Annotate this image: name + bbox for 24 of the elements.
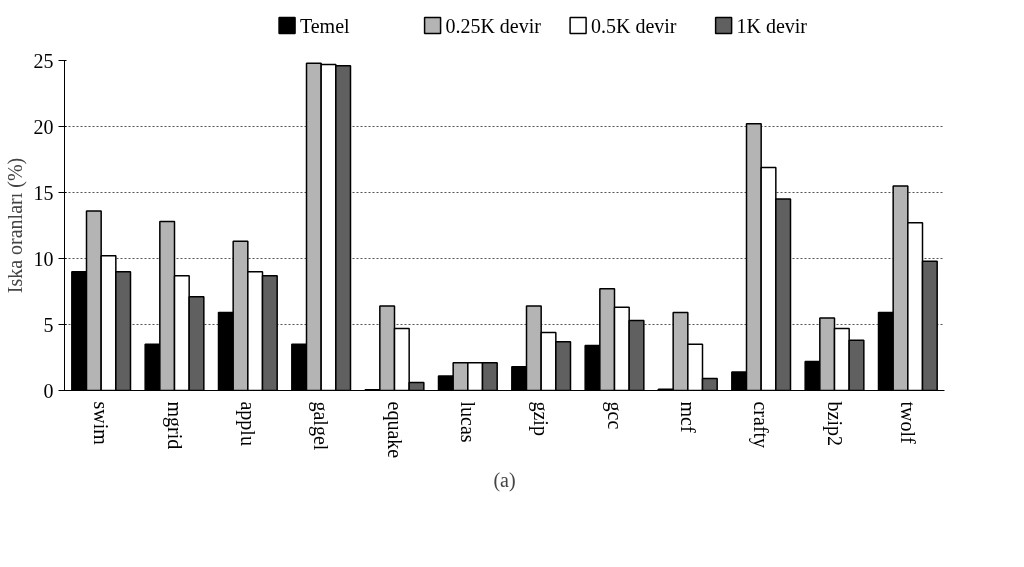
y-axis-title: Iska oranları (%) xyxy=(3,157,27,294)
x-tick-label: swim xyxy=(90,401,113,446)
x-tick-label: gzip xyxy=(529,401,553,436)
y-tick-label: 0 xyxy=(43,379,54,402)
x-tick-label: mcf xyxy=(676,401,699,433)
legend-label: 0.25K devir xyxy=(445,14,542,37)
x-tick-label: lucas xyxy=(456,401,479,443)
legend-label: Temel xyxy=(299,14,351,37)
x-tick-label: twolf xyxy=(896,401,919,445)
x-tick-label: bzip2 xyxy=(822,401,846,446)
x-tick-label: equake xyxy=(382,401,406,459)
y-tick-label: 25 xyxy=(33,49,54,72)
x-tick-label: mgrid xyxy=(162,401,186,450)
x-tick-label: crafty xyxy=(749,401,773,449)
y-tick-label: 15 xyxy=(33,181,54,204)
x-tick-label: gcc xyxy=(602,401,626,430)
x-tick-label: galgel xyxy=(309,401,333,451)
legend-label: 1K devir xyxy=(736,14,808,37)
y-tick-label: 5 xyxy=(43,313,54,336)
y-tick-label: 10 xyxy=(33,247,54,270)
text: (a) xyxy=(493,468,516,492)
x-tick-label: applu xyxy=(235,401,259,446)
legend-label: 0.5K devir xyxy=(590,14,677,37)
y-tick-label: 20 xyxy=(33,115,54,138)
